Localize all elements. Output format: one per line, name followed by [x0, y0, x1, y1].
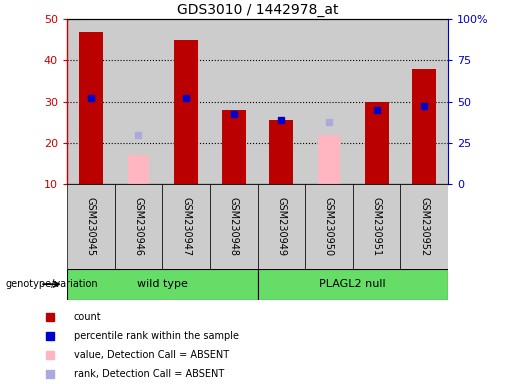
Bar	[258, 19, 305, 184]
Text: GSM230948: GSM230948	[229, 197, 238, 256]
Bar	[353, 19, 401, 184]
Text: GSM230949: GSM230949	[277, 197, 286, 256]
Bar	[162, 19, 210, 184]
Bar	[353, 184, 401, 269]
Bar	[305, 19, 353, 184]
Text: value, Detection Call = ABSENT: value, Detection Call = ABSENT	[74, 350, 229, 360]
Bar	[305, 184, 353, 269]
Bar	[174, 40, 198, 184]
Bar	[258, 184, 305, 269]
Bar	[67, 269, 258, 300]
Text: PLAGL2 null: PLAGL2 null	[319, 279, 386, 289]
Bar	[210, 19, 258, 184]
Text: rank, Detection Call = ABSENT: rank, Detection Call = ABSENT	[74, 369, 224, 379]
Bar	[258, 269, 448, 300]
Bar	[222, 110, 246, 184]
Text: count: count	[74, 312, 101, 322]
Text: GSM230947: GSM230947	[181, 197, 191, 256]
Bar	[401, 19, 448, 184]
Bar	[413, 69, 436, 184]
Text: GSM230945: GSM230945	[86, 197, 96, 256]
Bar	[162, 184, 210, 269]
Text: GSM230951: GSM230951	[372, 197, 382, 256]
Bar	[79, 31, 102, 184]
Bar	[318, 135, 340, 184]
Bar	[128, 156, 149, 184]
Text: GSM230946: GSM230946	[133, 197, 143, 256]
Bar	[114, 19, 162, 184]
Title: GDS3010 / 1442978_at: GDS3010 / 1442978_at	[177, 3, 338, 17]
Text: genotype/variation: genotype/variation	[5, 279, 98, 289]
Text: GSM230952: GSM230952	[419, 197, 429, 256]
Bar	[67, 19, 115, 184]
Bar	[365, 102, 388, 184]
Text: wild type: wild type	[137, 279, 187, 289]
Bar	[114, 184, 162, 269]
Bar	[67, 184, 115, 269]
Bar	[401, 184, 448, 269]
Text: percentile rank within the sample: percentile rank within the sample	[74, 331, 238, 341]
Bar	[210, 184, 258, 269]
Text: GSM230950: GSM230950	[324, 197, 334, 256]
Bar	[269, 120, 293, 184]
